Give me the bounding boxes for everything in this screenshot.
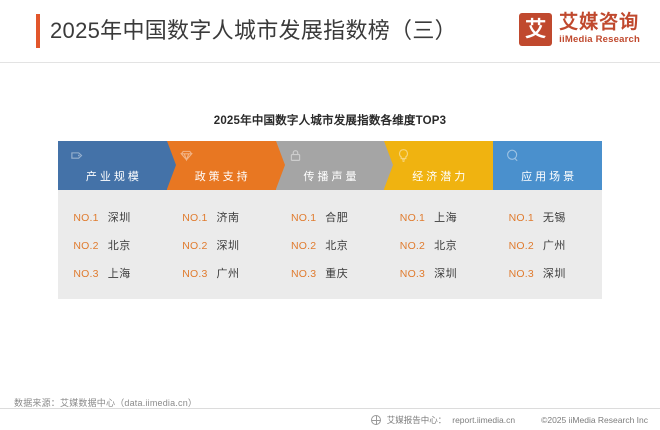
- tag-icon: [70, 148, 85, 163]
- dimension-band-industry-scale[interactable]: 产业规模: [58, 141, 176, 190]
- rank-number: NO.3: [399, 268, 426, 280]
- ranking-column-media-voice: NO.1 合肥 NO.2 北京 NO.3 重庆: [276, 209, 385, 281]
- rank-city: 深圳: [542, 268, 566, 280]
- dimension-label: 应用场景: [521, 171, 578, 183]
- rank-number: NO.2: [290, 240, 317, 252]
- band-chevron: [166, 141, 176, 189]
- rank-number: NO.3: [290, 268, 317, 280]
- brand-logo: 艾 艾媒咨询 iiMedia Research: [519, 13, 640, 46]
- rank-number: NO.1: [508, 212, 534, 224]
- rank-city: 广州: [216, 268, 240, 280]
- ranking-column-policy-support: NO.1 济南 NO.2 深圳 NO.3 广州: [167, 209, 276, 281]
- list-item: NO.3 深圳: [400, 265, 478, 281]
- lightbulb-icon: [396, 148, 411, 163]
- rank-number: NO.1: [399, 212, 426, 224]
- rank-city: 重庆: [325, 268, 349, 280]
- dimension-ranking-card: 产业规模 政策支持 传播声量: [58, 141, 602, 299]
- rank-city: 北京: [107, 240, 131, 252]
- page-title: 2025年中国数字人城市发展指数榜（三）: [50, 18, 457, 43]
- diamond-icon: [179, 148, 194, 163]
- rank-number: NO.2: [73, 240, 99, 252]
- rank-city: 深圳: [434, 268, 458, 280]
- rank-city: 北京: [325, 240, 349, 252]
- rank-city: 上海: [434, 212, 458, 224]
- dimension-label: 政策支持: [194, 171, 251, 183]
- list-item: NO.2 北京: [400, 237, 478, 253]
- list-item: NO.2 深圳: [182, 237, 260, 253]
- ranking-column-application-scenario: NO.1 无锡 NO.2 广州 NO.3 深圳: [493, 209, 602, 281]
- rank-city: 深圳: [107, 212, 131, 224]
- list-item: NO.3 上海: [73, 265, 151, 281]
- globe-icon: [370, 415, 381, 425]
- list-item: NO.2 广州: [509, 237, 587, 253]
- dimension-label: 产业规模: [85, 171, 142, 183]
- search-circle-icon: [505, 148, 520, 163]
- rank-number: NO.2: [182, 240, 208, 252]
- band-chevron: [384, 141, 394, 189]
- title-accent-bar: [36, 14, 40, 48]
- list-item: NO.2 北京: [291, 237, 369, 253]
- rank-number: NO.1: [290, 212, 317, 224]
- ranking-rows: NO.1 深圳 NO.2 北京 NO.3 上海 NO.1 济南 N: [58, 190, 602, 281]
- chart-title: 2025年中国数字人城市发展指数各维度TOP3: [213, 115, 447, 127]
- rank-city: 广州: [542, 240, 566, 252]
- dimension-band-media-voice[interactable]: 传播声量: [275, 141, 394, 190]
- dimension-band-row: 产业规模 政策支持 传播声量: [58, 141, 602, 190]
- rank-number: NO.1: [73, 212, 99, 224]
- rank-number: NO.3: [73, 268, 99, 280]
- list-item: NO.1 深圳: [73, 209, 151, 225]
- rank-number: NO.3: [508, 268, 534, 280]
- ranking-column-industry-scale: NO.1 深圳 NO.2 北京 NO.3 上海: [58, 209, 167, 281]
- rank-number: NO.2: [508, 240, 534, 252]
- dimension-band-policy-support[interactable]: 政策支持: [166, 141, 285, 190]
- rank-city: 济南: [216, 212, 240, 224]
- logo-name-cn: 艾媒咨询: [559, 12, 640, 33]
- dimension-band-economic-potential[interactable]: 经济潜力: [384, 141, 494, 190]
- list-item: NO.3 广州: [182, 265, 260, 281]
- dimension-label: 传播声量: [303, 171, 360, 183]
- rank-city: 北京: [434, 240, 458, 252]
- rank-city: 无锡: [542, 212, 566, 224]
- rank-city: 深圳: [216, 240, 240, 252]
- rank-city: 合肥: [325, 212, 349, 224]
- list-item: NO.2 北京: [73, 237, 151, 253]
- page-header: 2025年中国数字人城市发展指数榜（三） 艾 艾媒咨询 iiMedia Rese…: [0, 0, 660, 63]
- rank-number: NO.3: [182, 268, 208, 280]
- list-item: NO.1 合肥: [291, 209, 369, 225]
- list-item: NO.3 重庆: [291, 265, 369, 281]
- logo-mark-icon: 艾: [519, 13, 553, 46]
- dimension-band-application-scenario[interactable]: 应用场景: [493, 141, 602, 190]
- logo-name-en: iiMedia Research: [559, 34, 640, 45]
- footer-meta: 艾媒报告中心： report.iimedia.cn ©2025 iiMedia …: [370, 409, 648, 430]
- lock-icon: [288, 148, 303, 163]
- list-item: NO.1 济南: [182, 209, 260, 225]
- data-source-note: 数据来源：艾媒数据中心（data.iimedia.cn）: [14, 398, 198, 408]
- rank-number: NO.2: [399, 240, 426, 252]
- ranking-column-economic-potential: NO.1 上海 NO.2 北京 NO.3 深圳: [384, 209, 493, 281]
- rank-number: NO.1: [182, 212, 208, 224]
- list-item: NO.1 上海: [400, 209, 478, 225]
- report-center-url[interactable]: report.iimedia.cn: [452, 415, 516, 425]
- footer-bar: 艾媒报告中心： report.iimedia.cn ©2025 iiMedia …: [0, 408, 660, 430]
- band-chevron: [275, 141, 285, 189]
- list-item: NO.1 无锡: [509, 209, 587, 225]
- list-item: NO.3 深圳: [509, 265, 587, 281]
- rank-city: 上海: [107, 268, 131, 280]
- report-center-label: 艾媒报告中心：: [386, 415, 447, 425]
- copyright-text: ©2025 iiMedia Research Inc: [541, 415, 648, 425]
- dimension-label: 经济潜力: [412, 171, 469, 183]
